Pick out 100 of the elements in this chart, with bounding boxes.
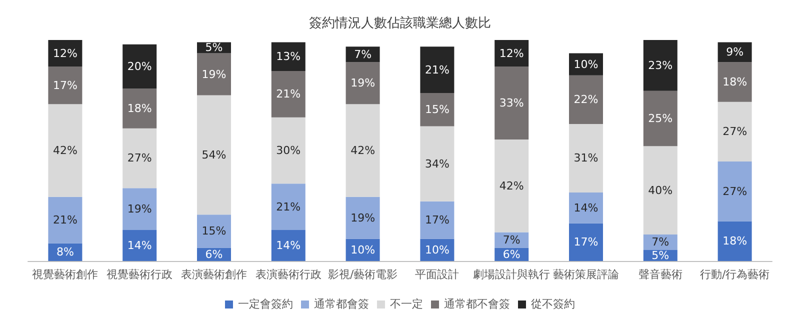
data-label: 19% (350, 211, 376, 224)
bar (48, 40, 82, 67)
legend-label: 不一定 (390, 298, 423, 310)
bar (197, 53, 231, 96)
x-tick-label: 藝術策展評論 (553, 268, 619, 281)
data-label: 21% (424, 63, 450, 76)
bar (420, 46, 454, 94)
data-label: 21% (276, 200, 301, 214)
bar (718, 221, 752, 261)
bar (420, 126, 454, 202)
data-label: 12% (52, 46, 78, 60)
x-tick-label: 表演藝術行政 (255, 268, 322, 281)
data-label: 42% (52, 144, 78, 157)
x-tick-label: 表演藝術創作 (181, 268, 247, 281)
bar (494, 139, 529, 232)
bar (346, 104, 380, 197)
data-label: 19% (127, 202, 152, 216)
data-label: 9% (726, 46, 744, 59)
data-label: 5% (205, 41, 223, 54)
data-label: 23% (648, 58, 673, 72)
data-label: 31% (574, 152, 598, 165)
bar (48, 196, 82, 244)
data-label: 17% (574, 236, 598, 249)
x-tick-label: 行動/行為藝術 (700, 268, 770, 281)
data-label: 54% (202, 148, 226, 162)
bar (197, 95, 231, 215)
bar (271, 184, 306, 230)
bar (569, 223, 603, 261)
bar (569, 192, 603, 224)
data-label: 20% (127, 60, 152, 74)
data-label: 6% (502, 248, 520, 261)
bar (271, 70, 306, 118)
data-label: 27% (722, 184, 748, 198)
legend-label: 通常都會簽 (314, 298, 369, 310)
bar (718, 162, 752, 222)
bar (122, 230, 157, 261)
bar (122, 188, 157, 230)
data-label: 5% (652, 248, 670, 262)
data-label: 6% (205, 248, 223, 261)
data-label: 18% (722, 234, 748, 248)
legend-label: 通常都不會簽 (444, 298, 510, 310)
data-label: 40% (648, 184, 673, 197)
data-label: 19% (202, 68, 226, 81)
bar (122, 88, 157, 128)
data-label: 7% (354, 48, 372, 61)
bar (122, 44, 157, 89)
x-tick-label: 視覺藝術行政 (106, 268, 173, 281)
data-label: 7% (652, 236, 670, 249)
data-label: 14% (574, 201, 598, 214)
bar (48, 66, 82, 104)
bar (494, 66, 529, 140)
data-label: 15% (424, 103, 450, 116)
data-label: 33% (499, 96, 524, 110)
x-tick-label: 影視/藝術電影 (328, 268, 398, 281)
data-label: 27% (722, 125, 748, 138)
bar (494, 40, 529, 67)
data-label: 8% (56, 246, 74, 259)
data-label: 18% (722, 75, 748, 88)
bar (569, 75, 603, 124)
data-label: 13% (276, 50, 301, 64)
data-label: 30% (276, 144, 301, 157)
data-label: 10% (350, 243, 376, 256)
data-label: 10% (424, 243, 450, 256)
bar (346, 62, 380, 104)
data-label: 18% (127, 102, 152, 116)
data-label: 12% (499, 46, 524, 60)
bar (346, 196, 380, 239)
bar (718, 102, 752, 162)
legend-label: 一定會簽約 (238, 298, 293, 310)
bar (271, 230, 306, 261)
bar (718, 62, 752, 102)
bar (197, 214, 231, 248)
x-tick-label: 劇場設計與執行 (473, 268, 550, 281)
bar (122, 128, 157, 188)
data-label: 14% (127, 239, 152, 252)
bar (643, 40, 678, 91)
data-label: 27% (127, 152, 152, 165)
data-label: 10% (574, 58, 598, 71)
data-label: 17% (424, 214, 450, 227)
data-label: 17% (52, 78, 78, 92)
data-label: 34% (424, 157, 450, 170)
x-tick-label: 聲音藝術 (638, 268, 682, 281)
data-label: 19% (350, 76, 376, 90)
data-label: 14% (276, 239, 301, 252)
bar (271, 117, 306, 184)
data-label: 15% (202, 224, 226, 238)
chart-title: 簽約情況人數佔該職業總人數比 (309, 15, 491, 31)
x-tick-label: 平面設計 (415, 268, 460, 281)
bar (569, 124, 603, 192)
data-label: 25% (648, 112, 673, 125)
bar (420, 93, 454, 126)
bar (643, 90, 678, 146)
legend-label: 從不簽約 (531, 298, 575, 310)
bar (420, 201, 454, 239)
x-tick-label: 視覺藝術創作 (32, 268, 98, 281)
bar (271, 42, 306, 71)
bar (643, 146, 678, 234)
data-label: 42% (350, 144, 376, 157)
data-label: 42% (499, 179, 524, 192)
data-label: 21% (52, 214, 78, 227)
